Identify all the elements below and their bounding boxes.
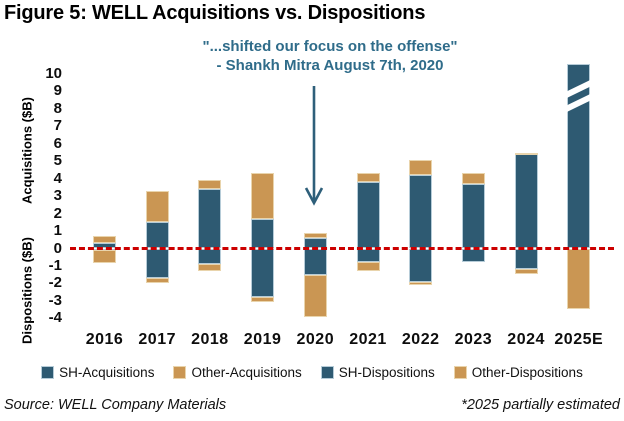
x-tick-label-2021: 2021 xyxy=(349,331,387,348)
legend: SH-Acquisitions Other-Acquisitions SH-Disp… xyxy=(0,365,624,380)
bar-segment-2023-other-acquisitions xyxy=(461,172,485,184)
bar-segment-2019-other-acquisitions xyxy=(251,173,275,219)
legend-swatch-icon xyxy=(41,366,55,379)
bar-segment-2022-sh-acquisitions xyxy=(409,175,433,249)
y-tick-label: 10 xyxy=(45,65,62,82)
bar-segment-2023-sh-dispositions xyxy=(461,248,485,263)
bar-segment-2021-sh-dispositions xyxy=(356,248,380,263)
y-tick-label: 3 xyxy=(53,187,62,205)
bar-segment-2018-sh-dispositions xyxy=(198,248,222,265)
bar-segment-2020-sh-dispositions xyxy=(303,248,327,275)
bar-segment-2023-sh-acquisitions xyxy=(461,183,485,249)
y-tick-label: -4 xyxy=(48,309,62,327)
x-tick-label-2016: 2016 xyxy=(85,331,124,348)
bar-segment-2018-other-dispositions xyxy=(198,264,222,272)
bar-segment-2021-other-acquisitions xyxy=(356,173,380,183)
y-tick-label: 8 xyxy=(53,99,62,117)
legend-swatch-icon xyxy=(320,366,334,379)
y-tick-label: 2 xyxy=(53,204,62,222)
bar-segment-2018-sh-acquisitions xyxy=(198,189,222,249)
legend-item-sh-acquisitions: SH-Acquisitions xyxy=(41,365,154,380)
x-tick-label-2019: 2019 xyxy=(243,331,282,348)
legend-label: SH-Acquisitions xyxy=(59,365,155,380)
bar-segment-2017-sh-acquisitions xyxy=(145,222,169,249)
legend-item-other-dispositions: Other-Dispositions xyxy=(453,365,583,380)
x-tick-label-2025E: 2025E xyxy=(554,331,604,348)
source-note: Source: WELL Company Materials xyxy=(4,397,227,413)
x-tick-label-2018: 2018 xyxy=(191,331,229,348)
x-tick-label-2022: 2022 xyxy=(401,331,440,348)
legend-label: SH-Dispositions xyxy=(338,365,435,380)
x-tick-label-2024: 2024 xyxy=(507,331,545,348)
bar-segment-2019-sh-acquisitions xyxy=(251,218,275,249)
bar-segment-2016-other-acquisitions xyxy=(93,236,116,244)
bar-segment-2025E-other-dispositions xyxy=(567,248,591,309)
legend-item-sh-dispositions: SH-Dispositions xyxy=(320,365,435,380)
zero-dashed-line xyxy=(70,247,614,250)
y-tick-label: 5 xyxy=(53,152,62,170)
bar-segment-2022-other-dispositions xyxy=(409,281,433,286)
bar-segment-2021-sh-acquisitions xyxy=(356,182,380,249)
annotation-quote: "...shifted our focus on the offense" xyxy=(202,38,458,55)
y-tick-label: 0 xyxy=(53,239,62,257)
footer: Source: WELL Company Materials *2025 par… xyxy=(4,397,620,413)
bar-segment-2019-sh-dispositions xyxy=(251,248,275,298)
bar-segment-2022-sh-dispositions xyxy=(409,248,433,282)
legend-item-other-acquisitions: Other-Acquisitions xyxy=(173,365,302,380)
legend-label: Other-Acquisitions xyxy=(191,365,302,380)
y-tick-label: -3 xyxy=(48,291,62,309)
figure-title: Figure 5: WELL Acquisitions vs. Disposit… xyxy=(4,2,426,24)
bar-segment-2017-other-acquisitions xyxy=(145,190,169,223)
y-tick-label: 9 xyxy=(53,82,62,100)
bar-segment-2017-other-dispositions xyxy=(145,278,169,284)
legend-swatch-icon xyxy=(453,366,467,379)
y-tick-label: -2 xyxy=(48,274,62,292)
annotation: "...shifted our focus on the offense" - … xyxy=(178,37,482,75)
bar-segment-2024-other-dispositions xyxy=(514,269,538,274)
annotation-attribution: - Shankh Mitra August 7th, 2020 xyxy=(216,57,444,74)
bar-segment-2024-sh-acquisitions xyxy=(514,154,538,249)
down-arrow-icon xyxy=(304,86,324,206)
bar-segment-2024-sh-dispositions xyxy=(514,248,538,270)
bar-segment-2018-other-acquisitions xyxy=(198,180,222,190)
bar-segment-2016-other-dispositions xyxy=(93,250,116,264)
estimate-note: *2025 partially estimated xyxy=(461,397,620,413)
x-tick-label-2020: 2020 xyxy=(296,331,335,348)
y-tick-label: 7 xyxy=(53,117,62,135)
x-tick-label-2017: 2017 xyxy=(138,331,176,348)
bar-segment-2024-other-acquisitions xyxy=(514,152,538,155)
y-tick-label: -1 xyxy=(48,256,62,274)
bar-segment-2019-other-dispositions xyxy=(251,297,275,302)
legend-label: Other-Dispositions xyxy=(471,365,583,380)
bar-segment-2022-other-acquisitions xyxy=(409,159,433,176)
bar-segment-2020-other-acquisitions xyxy=(303,232,327,239)
x-tick-label-2023: 2023 xyxy=(454,331,493,348)
y-tick-label: 6 xyxy=(53,134,62,152)
y-tick-label: 1 xyxy=(53,222,62,240)
y-tick-label: 4 xyxy=(53,169,62,187)
bar-segment-2017-sh-dispositions xyxy=(145,248,169,279)
bar-segment-2021-other-dispositions xyxy=(356,262,380,272)
bar-segment-2020-other-dispositions xyxy=(303,274,327,317)
legend-swatch-icon xyxy=(173,366,187,379)
